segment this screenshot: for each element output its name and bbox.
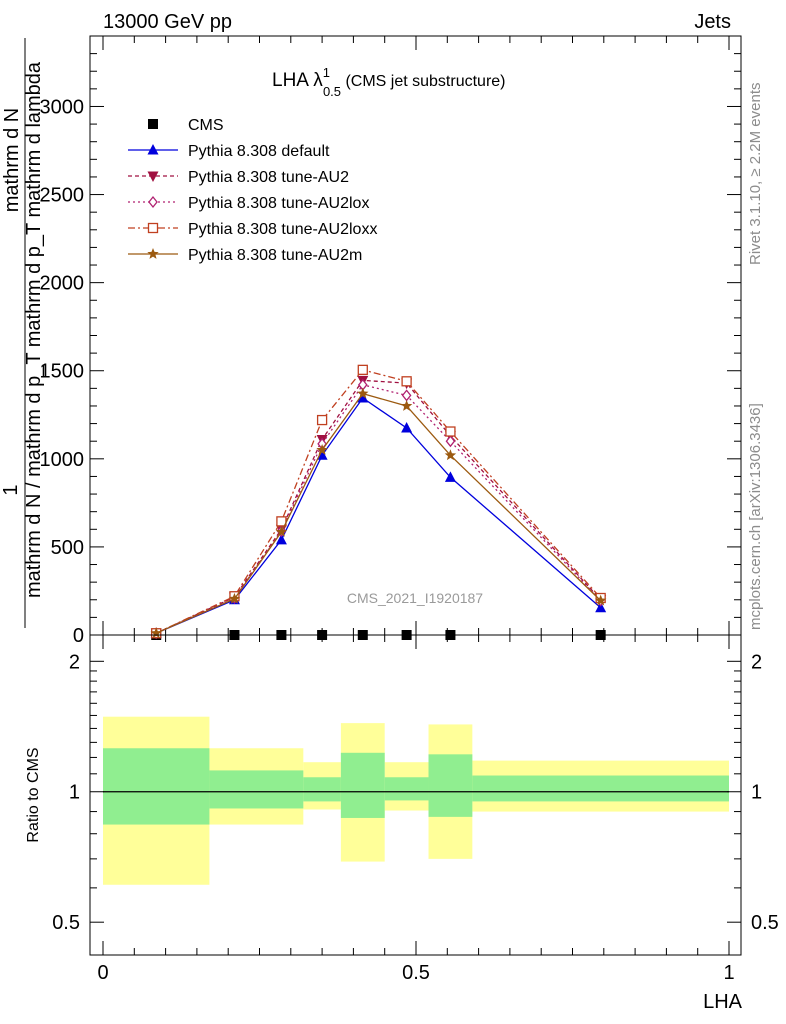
y-label-numerator-b: N [1,108,23,122]
ratio-y-tick-label: 2 [69,651,80,673]
data-point [595,601,607,613]
ratio-band-inner [209,770,304,809]
header-left: 13000 GeV pp [103,11,232,33]
data-point [444,449,457,461]
ratio-plot: 0 0.5 1 0.5 0.5 1 1 2 2 [52,634,779,984]
data-point [445,426,456,437]
y-tick-label: 1000 [40,449,85,471]
y-label-numerator-a: mathrm d [1,128,23,212]
y-tick-label: 2500 [40,185,85,207]
data-point [275,525,288,537]
legend-marker [147,222,159,234]
y-label-denominator: mathrm d N / mathrm d p_T mathrm d p_T m… [23,61,45,598]
ratio-y-label: Ratio to CMS [25,747,42,842]
data-point [150,627,162,639]
legend-label: Pythia 8.308 default [188,143,330,160]
series-5 [150,387,607,639]
legend-marker [147,248,159,259]
header-right: Jets [694,11,731,33]
side-label-bottom: mcplots.cern.ch [arXiv:1306.3436] [747,403,764,630]
legend-marker [147,171,159,182]
legend-marker [148,119,158,129]
data-point [444,471,456,482]
legend-label: Pythia 8.308 tune-AU2loxx [188,221,377,238]
data-point [357,387,369,399]
series-line [155,397,602,634]
ratio-y-tick-label: 1 [69,782,80,804]
y-tick-label: 0 [73,625,84,647]
chart-title-rest: (CMS jet substructure) [341,73,505,90]
y-tick-label: 2000 [40,273,85,295]
ratio-y-tick-label-right: 1 [751,782,762,804]
legend-label: Pythia 8.308 tune-AU2m [188,247,362,264]
x-tick-label: 1 [723,962,734,984]
x-axis-label: LHA [703,991,743,1013]
series-line [155,392,602,634]
y-label-numerator-one: 1 [0,484,22,495]
data-point [401,421,413,433]
legend-marker [147,144,159,155]
data-point [357,392,369,403]
ratio-band-inner [103,748,210,825]
ratio-y-tick-label-right: 0.5 [751,912,779,934]
legend: CMS Pythia 8.308 default Pythia 8.308 tune… [128,117,377,264]
ratio-band-inner [472,775,729,802]
data-point [594,594,607,606]
x-tick-label: 0.5 [402,962,430,984]
y-label-numerator: mathrm d N [1,108,23,212]
y-tick-label: 500 [51,537,84,559]
analysis-watermark: CMS_2021_I1920187 [347,590,483,606]
data-point [316,414,328,426]
chart-title-sup: 1 [323,65,330,80]
data-point [316,444,328,455]
main-plot: 0 500 1000 1500 2000 2500 3000 [40,35,742,647]
data-point [316,449,328,460]
ratio-band-inner [340,752,385,818]
data-point [401,376,412,387]
legend-label: Pythia 8.308 tune-AU2lox [188,195,369,212]
side-label-top: Rivet 3.1.10, ≥ 2.2M events [747,83,764,266]
data-point [275,533,287,545]
y-tick-label: 1500 [40,361,85,383]
main-y-label: 1 mathrm d N / mathrm d p_T mathrm d p_T… [0,38,45,628]
data-point [400,399,413,411]
ratio-y-tick-label: 0.5 [52,912,80,934]
data-point [357,364,368,376]
chart-title: LHA λ1 0.5 (CMS jet substructure) [272,65,506,99]
legend-label: CMS [188,117,224,134]
x-tick-label: 0 [97,962,108,984]
legend-marker [148,195,158,209]
ratio-y-tick-label-right: 2 [751,651,762,673]
series-line [155,369,602,634]
chart-title-sub: 0.5 [323,84,341,99]
ratio-band-inner [303,777,341,802]
legend-label: Pythia 8.308 tune-AU2 [188,169,349,186]
data-point [445,435,456,448]
chart-title-main: LHA λ [272,70,323,91]
data-point [228,592,241,604]
ratio-band-inner [384,777,429,801]
ratio-band-inner [428,754,473,817]
y-tick-label: 3000 [40,96,85,118]
